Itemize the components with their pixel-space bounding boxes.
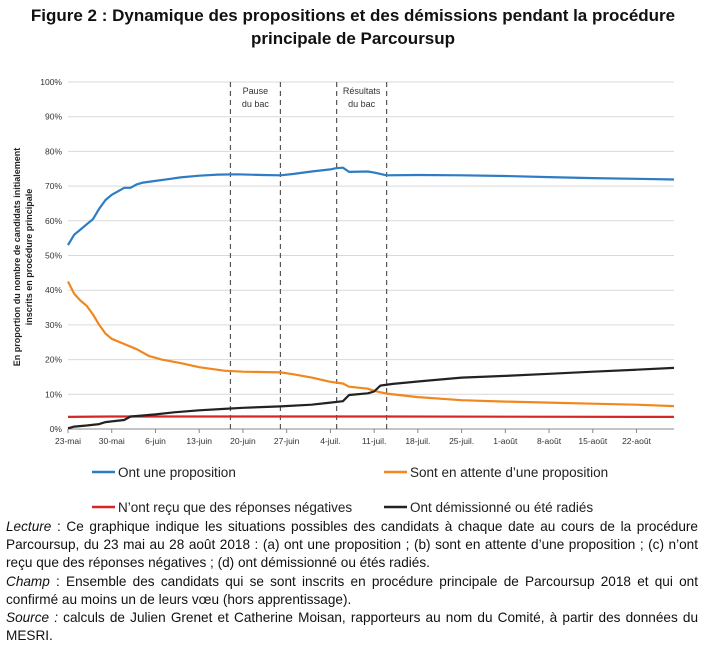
x-tick-label: 4-juil. — [320, 436, 340, 446]
champ-text: : Ensemble des candidats qui se sont ins… — [6, 573, 698, 607]
y-tick-label: 10% — [45, 389, 62, 399]
y-tick-label: 70% — [45, 181, 62, 191]
figure-title-line1: Figure 2 : Dynamique des propositions et… — [30, 6, 676, 25]
y-tick-label: 50% — [45, 251, 62, 261]
y-axis-ticks: 0% 10% 20% 30% 40% 50% 60% 70% 80% 90% 100% — [40, 77, 62, 434]
grid-lines — [68, 81, 674, 430]
x-tick-label: 25-juil. — [449, 436, 474, 446]
source-text: calculs de Julien Grenet et Catherine Mo… — [6, 610, 699, 644]
lecture-text: : Ce graphique indique les situations po… — [6, 519, 698, 571]
x-axis-ticks: 23-mai 30-mai 6-juin 13-juin 20-juin 27-juin 4… — [55, 429, 652, 446]
y-tick-label: 80% — [45, 146, 62, 156]
source-label: Source : — [6, 610, 59, 626]
x-tick-label: 27-juin — [274, 436, 300, 446]
annotation-label: Pause — [243, 86, 269, 96]
x-tick-label: 11-juil. — [362, 436, 386, 446]
line-chart: Pause du bac Résultats du bac 0% 10% 20% 30% 40… — [12, 77, 675, 515]
legend: Ont une proposition Sont en attente d’une… — [92, 465, 608, 515]
y-tick-label: 40% — [45, 285, 62, 295]
x-tick-label: 22-août — [622, 436, 651, 446]
figure-notes: Lecture : Ce graphique indique les situa… — [6, 518, 698, 645]
x-tick-label: 6-juin — [145, 436, 166, 446]
source-note: Source : calculs de Julien Grenet et Cat… — [6, 609, 698, 645]
champ-label: Champ — [6, 573, 50, 589]
series-lines — [67, 166, 675, 430]
series-line-0 — [67, 166, 675, 246]
annotation-label: du bac — [242, 99, 270, 109]
y-tick-label: 20% — [45, 355, 62, 365]
lecture-note: Lecture : Ce graphique indique les situa… — [6, 518, 698, 573]
x-tick-label: 8-août — [537, 436, 562, 446]
x-tick-label: 18-juil. — [405, 436, 430, 446]
annotation-label: du bac — [348, 99, 376, 109]
x-tick-label: 15-août — [578, 436, 607, 446]
x-tick-label: 13-juin — [186, 436, 212, 446]
figure-title-line2: principale de Parcoursup — [250, 29, 456, 48]
x-tick-label: 1-août — [493, 436, 518, 446]
champ-note: Champ : Ensemble des candidats qui se so… — [6, 573, 698, 609]
x-tick-label: 20-juin — [230, 436, 256, 446]
lecture-label: Lecture — [6, 519, 52, 534]
x-tick-label: 23-mai — [55, 436, 81, 446]
legend-label: Sont en attente d’une proposition — [410, 465, 608, 480]
annotation-label: Résultats — [343, 86, 381, 96]
y-tick-label: 90% — [45, 112, 62, 122]
y-tick-label: 30% — [45, 320, 62, 330]
legend-label: Ont démissionné ou été radiés — [410, 500, 593, 515]
figure-title: Figure 2 : Dynamique des propositions et… — [0, 4, 706, 50]
series-line-3 — [67, 366, 675, 430]
y-tick-label: 60% — [45, 216, 62, 226]
y-tick-label: 0% — [50, 424, 63, 434]
y-axis-label-line2: inscrits en procédure principale — [24, 189, 34, 326]
legend-label: Ont une proposition — [118, 465, 236, 480]
y-axis-label-line1: En proportion du nombre de candidats ini… — [12, 148, 22, 367]
legend-label: N’ont reçu que des réponses négatives — [118, 500, 352, 515]
y-tick-label: 100% — [40, 77, 62, 87]
series-line-1 — [67, 281, 675, 408]
x-tick-label: 30-mai — [99, 436, 125, 446]
